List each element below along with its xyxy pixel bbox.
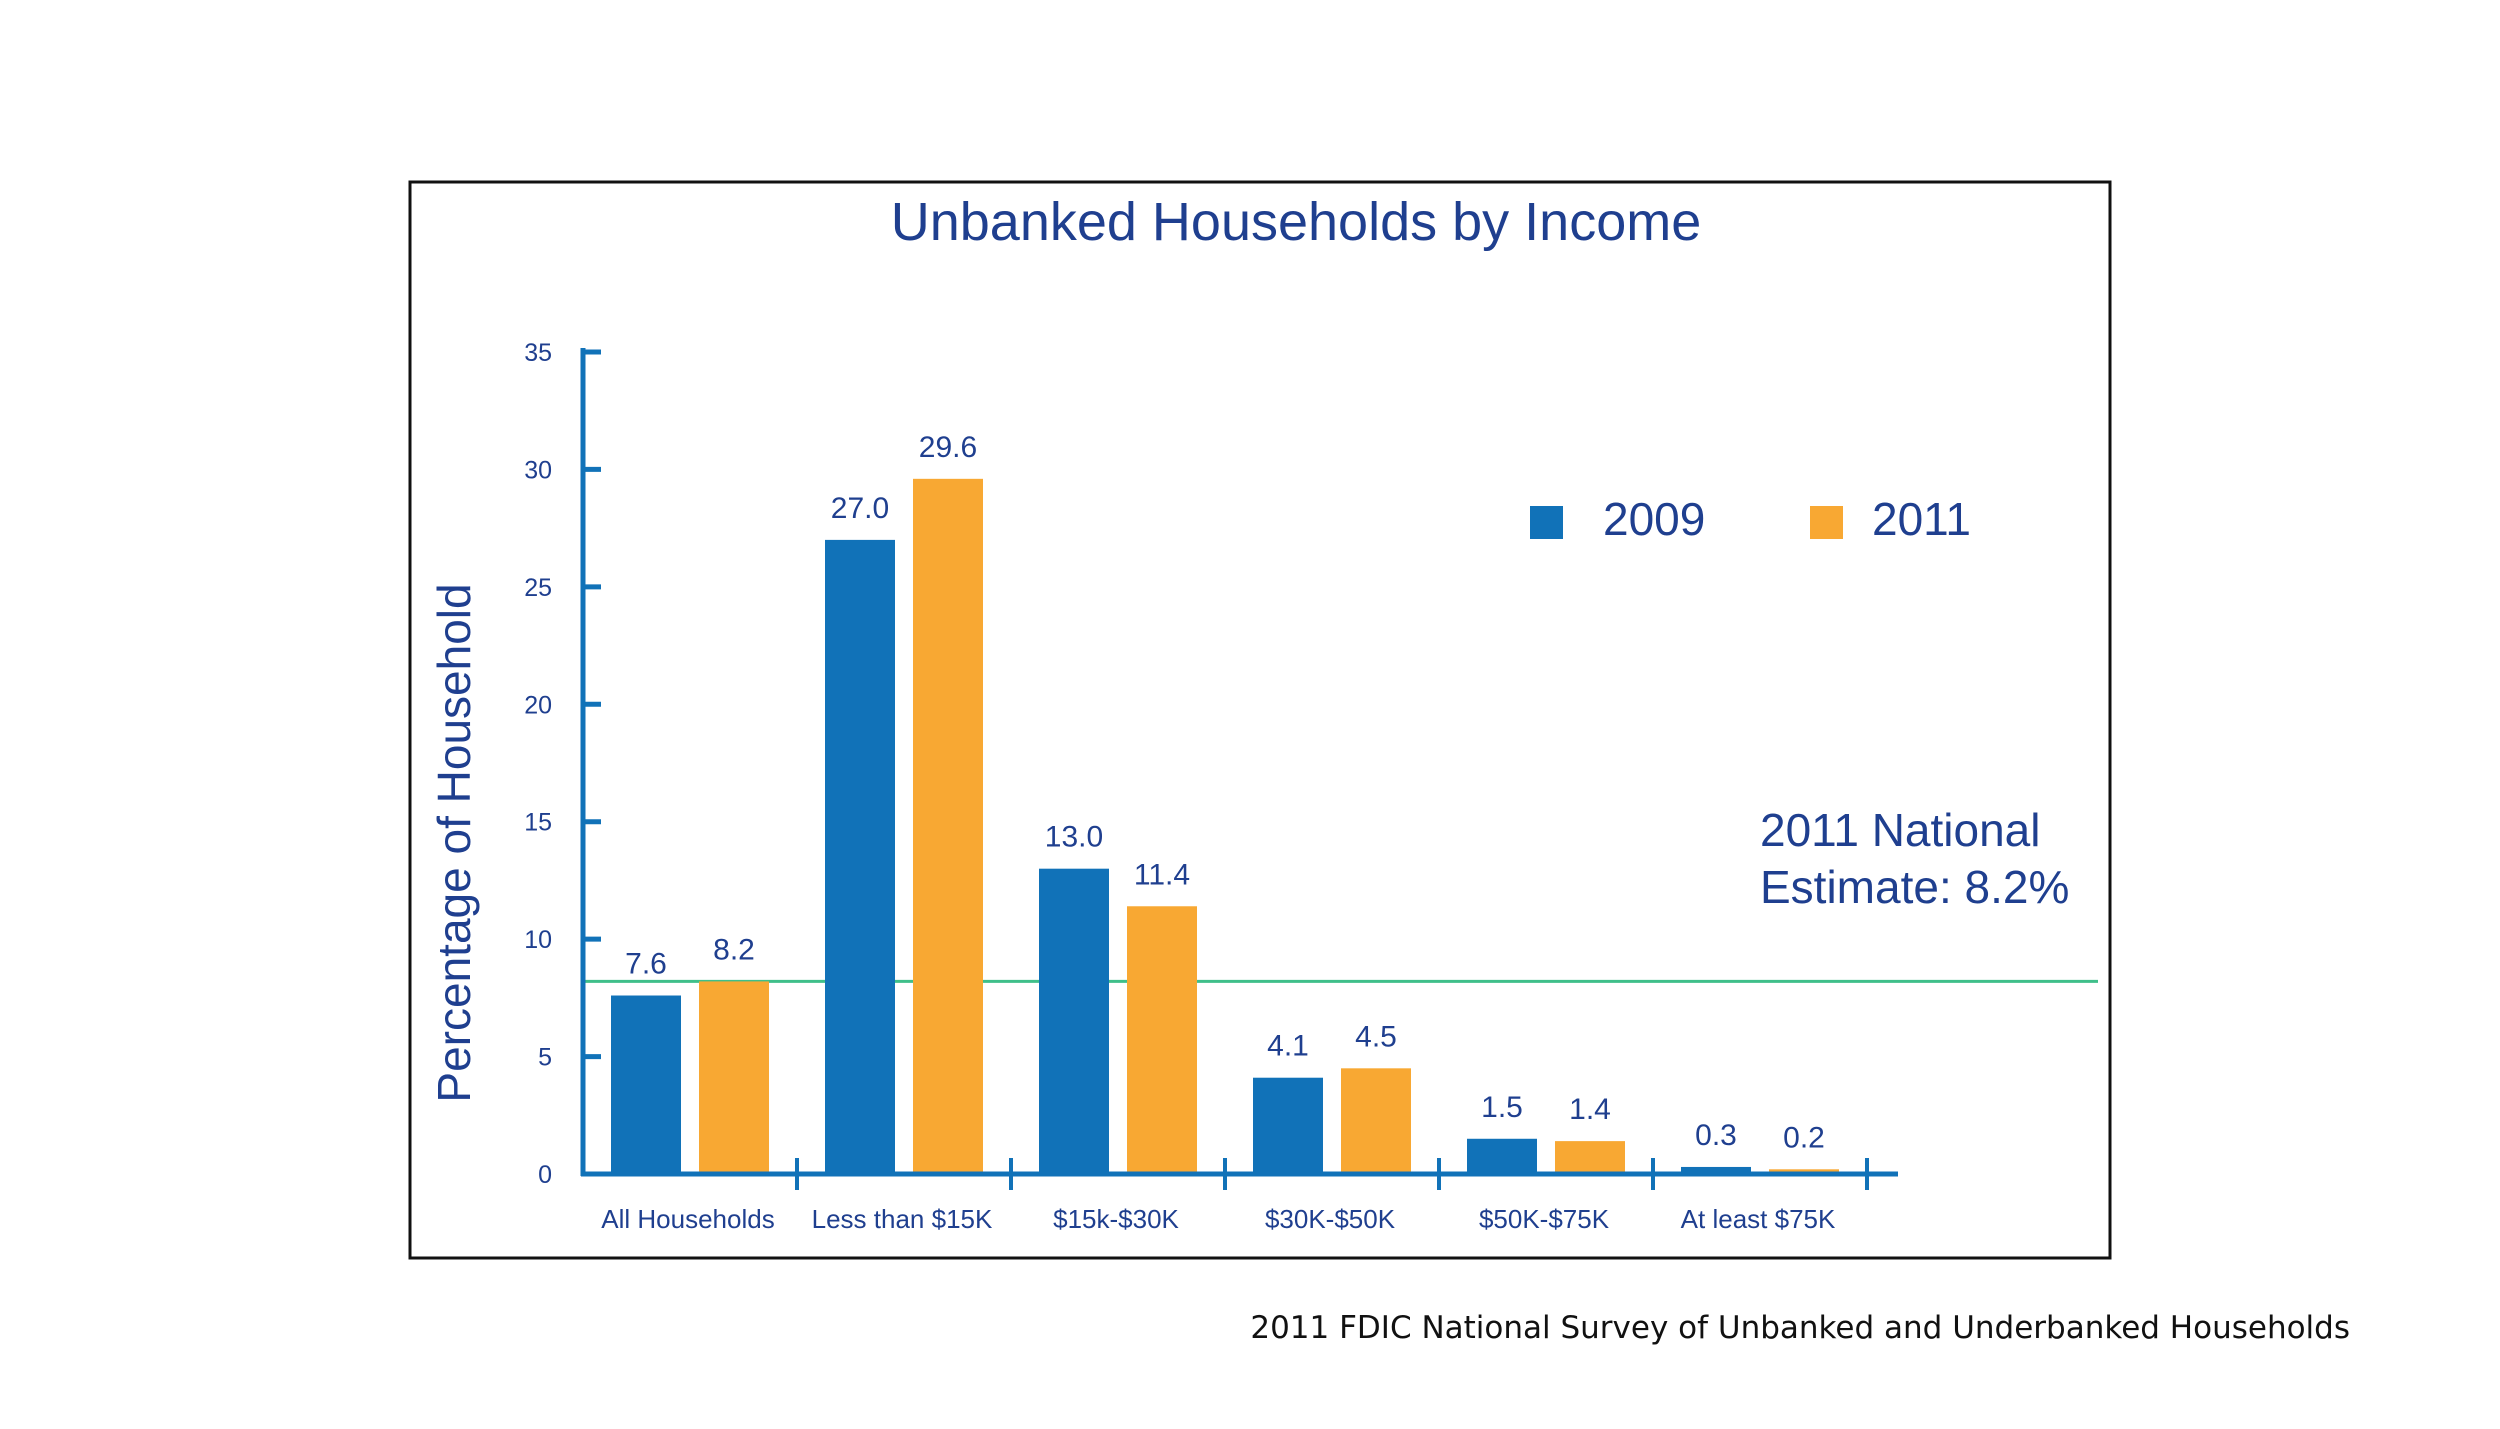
bar-2009-1 bbox=[825, 539, 895, 1174]
chart-title: Unbanked Households by Income bbox=[891, 192, 1702, 252]
data-label-2009-1: 27.0 bbox=[831, 492, 889, 525]
legend-label-2009: 2009 bbox=[1603, 493, 1705, 545]
data-label-2011-0: 8.2 bbox=[713, 933, 755, 966]
x-tick-label-0: All Households bbox=[601, 1204, 774, 1234]
data-label-2009-2: 13.0 bbox=[1045, 821, 1103, 854]
source-note: 2011 FDIC National Survey of Unbanked an… bbox=[1250, 1310, 2350, 1346]
y-tick-label-0: 0 bbox=[538, 1161, 552, 1189]
bar-2011-0 bbox=[699, 981, 769, 1174]
plot-area: 7.6 8.2 All Households 27.0 29.6 Less than $1… bbox=[524, 339, 2098, 1234]
bar-2009-2 bbox=[1039, 868, 1109, 1174]
y-axis-label: Percentage of Household bbox=[428, 583, 480, 1102]
legend-swatch-2009 bbox=[1530, 506, 1563, 539]
bar-2009-0 bbox=[611, 995, 681, 1174]
legend: 2009 2011 bbox=[1530, 493, 1971, 545]
y-tick-label-35: 35 bbox=[524, 339, 552, 367]
data-label-2009-4: 1.5 bbox=[1481, 1091, 1523, 1124]
reference-line-label-line1: 2011 National bbox=[1760, 804, 2040, 856]
bar-2011-3 bbox=[1341, 1068, 1411, 1174]
data-label-2011-5: 0.2 bbox=[1783, 1121, 1825, 1154]
legend-swatch-2011 bbox=[1810, 506, 1843, 539]
y-tick-label-5: 5 bbox=[538, 1044, 552, 1072]
data-label-2009-0: 7.6 bbox=[625, 948, 667, 981]
bar-2009-5 bbox=[1681, 1166, 1751, 1174]
bar-2009-4 bbox=[1467, 1138, 1537, 1174]
bar-2009-3 bbox=[1253, 1077, 1323, 1174]
y-tick-label-20: 20 bbox=[524, 691, 552, 719]
data-label-2009-3: 4.1 bbox=[1267, 1030, 1309, 1063]
bar-2011-2 bbox=[1127, 906, 1197, 1174]
x-tick-label-3: $30K-$50K bbox=[1265, 1204, 1396, 1234]
x-tick-label-4: $50K-$75K bbox=[1479, 1204, 1610, 1234]
data-label-2011-2: 11.4 bbox=[1134, 858, 1190, 891]
data-label-2009-5: 0.3 bbox=[1695, 1119, 1737, 1152]
bar-2011-4 bbox=[1555, 1141, 1625, 1174]
y-tick-label-25: 25 bbox=[524, 574, 552, 602]
data-label-2011-3: 4.5 bbox=[1355, 1020, 1397, 1053]
y-tick-label-15: 15 bbox=[524, 809, 552, 837]
x-tick-label-1: Less than $15K bbox=[812, 1204, 993, 1234]
data-label-2011-4: 1.4 bbox=[1569, 1093, 1611, 1126]
x-tick-label-2: $15k-$30K bbox=[1053, 1204, 1179, 1234]
y-tick-label-10: 10 bbox=[524, 926, 552, 954]
y-tick-label-30: 30 bbox=[524, 456, 552, 484]
data-label-2011-1: 29.6 bbox=[919, 431, 977, 464]
x-tick-label-5: At least $75K bbox=[1681, 1204, 1836, 1234]
bar-2011-1 bbox=[913, 478, 983, 1174]
reference-line-label-line2: Estimate: 8.2% bbox=[1760, 861, 2069, 913]
legend-label-2011: 2011 bbox=[1872, 493, 1971, 545]
